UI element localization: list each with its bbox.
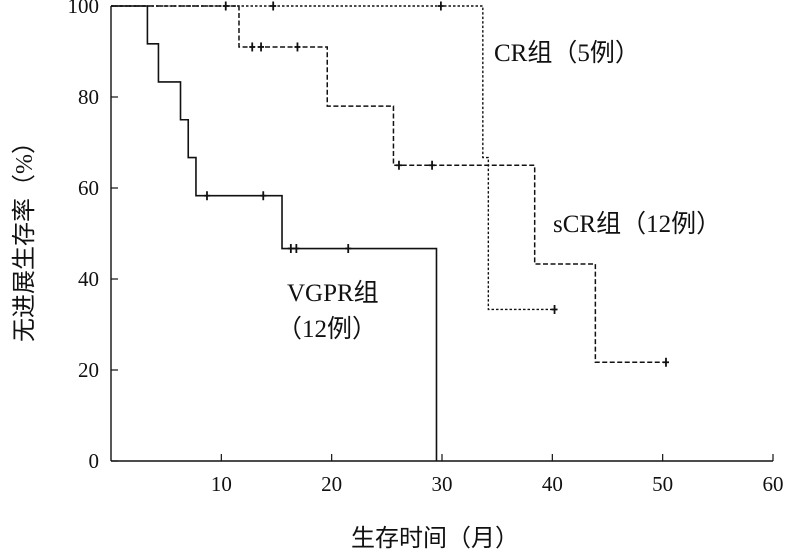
y-axis-title: 无进展生存率（%） [11, 130, 38, 342]
y-tick-label: 40 [78, 267, 99, 291]
y-tick-label: 100 [68, 0, 100, 18]
km-curve-cr [111, 5, 555, 311]
x-tick-label: 40 [542, 472, 563, 496]
series-label-cr: CR组（5例） [494, 39, 640, 67]
y-tick-label: 80 [78, 85, 99, 109]
series-cr [111, 1, 558, 314]
y-tick-label: 60 [78, 176, 99, 200]
x-tick-label: 10 [211, 472, 232, 496]
y-tick-label: 0 [89, 449, 100, 473]
series-label-scr: sCR组（12例） [553, 210, 721, 238]
x-tick-label: 60 [763, 472, 784, 496]
x-tick-label: 50 [652, 472, 673, 496]
series-layer [111, 1, 669, 461]
axes: 10 20 30 40 50 60 0 20 40 60 80 100 [68, 0, 784, 496]
km-curve-vgpr [111, 5, 438, 461]
series-scr [111, 5, 669, 367]
y-tick-label: 20 [78, 358, 99, 382]
series-label-vgpr-line1: VGPR组 [287, 279, 379, 307]
series-label-vgpr-line2: （12例） [277, 315, 377, 343]
km-curve-scr [111, 5, 666, 364]
series-vgpr [111, 5, 438, 461]
x-axis-title: 生存时间（月） [351, 525, 519, 552]
x-tick-label: 20 [321, 472, 342, 496]
x-tick-label: 30 [432, 472, 453, 496]
